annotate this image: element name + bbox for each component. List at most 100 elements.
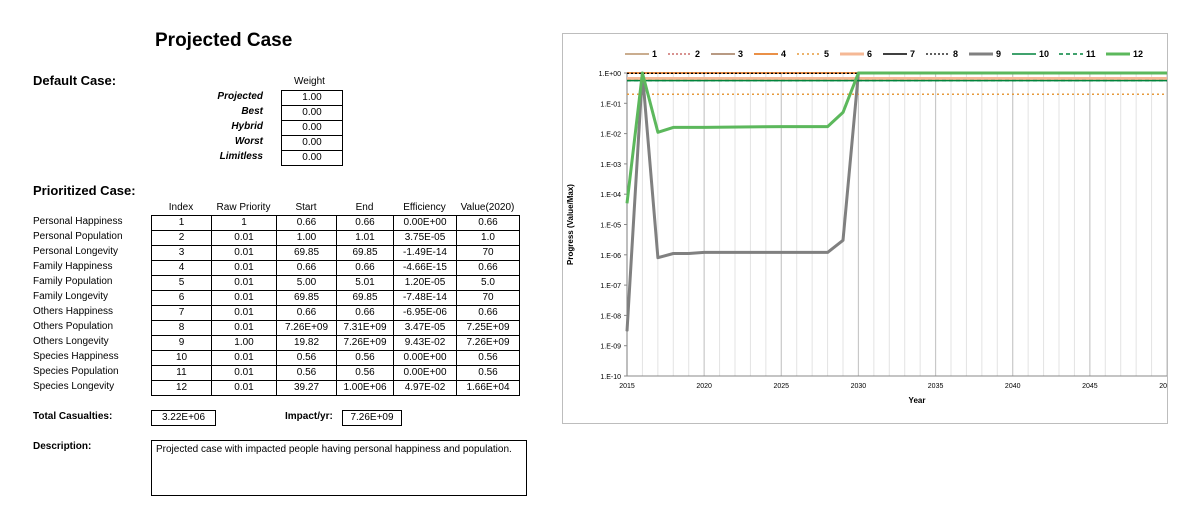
impact-value: 7.26E+09 bbox=[342, 410, 402, 426]
weight-row: 0.00 bbox=[281, 105, 343, 121]
table-cell: 3.47E-05 bbox=[393, 320, 457, 336]
table-cell: 0.66 bbox=[456, 215, 520, 231]
table-cell: 0.66 bbox=[456, 305, 520, 321]
table-cell: 70 bbox=[456, 290, 520, 306]
column-header: Efficiency bbox=[403, 202, 446, 213]
weight-row-label: Hybrid bbox=[231, 121, 263, 132]
legend-label: 4 bbox=[781, 49, 786, 59]
column-header: Index bbox=[168, 202, 194, 213]
description-box: Projected case with impacted people havi… bbox=[151, 440, 527, 496]
weight-row: 0.00 bbox=[281, 120, 343, 136]
legend-label: 3 bbox=[738, 49, 743, 59]
table-cell: 0.66 bbox=[276, 260, 337, 276]
table-cell: 5.0 bbox=[456, 275, 520, 291]
weight-table: 1.00 0.00 0.00 0.00 0.00 bbox=[281, 90, 343, 166]
weight-header: Weight bbox=[294, 76, 325, 87]
page-title: Projected Case bbox=[155, 30, 293, 51]
table-row: 10 0.01 0.56 0.56 0.00E+00 0.56 bbox=[151, 350, 520, 366]
row-label: Family Longevity bbox=[33, 291, 109, 302]
description-label: Description: bbox=[33, 441, 92, 452]
table-cell: 0.00E+00 bbox=[393, 350, 457, 366]
table-cell: 1 bbox=[151, 215, 212, 231]
row-label: Species Longevity bbox=[33, 381, 115, 392]
legend-label: 8 bbox=[953, 49, 958, 59]
row-label: Personal Population bbox=[33, 231, 123, 242]
table-cell: 1.00 bbox=[211, 335, 277, 351]
table-cell: 0.01 bbox=[211, 290, 277, 306]
table-row: 7 0.01 0.66 0.66 -6.95E-06 0.66 bbox=[151, 305, 520, 321]
table-cell: 0.56 bbox=[456, 350, 520, 366]
x-tick-label: 2035 bbox=[928, 383, 944, 390]
table-cell: 6 bbox=[151, 290, 212, 306]
table-row: 9 1.00 19.82 7.26E+09 9.43E-02 7.26E+09 bbox=[151, 335, 520, 351]
weight-row-label: Limitless bbox=[219, 151, 263, 162]
x-tick-label: 2030 bbox=[851, 383, 867, 390]
table-cell: 1 bbox=[211, 215, 277, 231]
table-cell: 9.43E-02 bbox=[393, 335, 457, 351]
table-cell: 70 bbox=[456, 245, 520, 261]
weight-value: 0.00 bbox=[281, 135, 343, 151]
table-cell: 8 bbox=[151, 320, 212, 336]
column-header: Raw Priority bbox=[216, 202, 271, 213]
table-cell: 0.56 bbox=[456, 365, 520, 381]
y-tick-label: 1.E-06 bbox=[600, 253, 621, 260]
y-tick-label: 1.E-04 bbox=[600, 192, 621, 199]
table-row: 11 0.01 0.56 0.56 0.00E+00 0.56 bbox=[151, 365, 520, 381]
y-tick-label: 1.E-10 bbox=[600, 374, 621, 381]
table-cell: 7.31E+09 bbox=[336, 320, 394, 336]
table-cell: 69.85 bbox=[336, 245, 394, 261]
table-cell: 7.25E+09 bbox=[456, 320, 520, 336]
table-cell: 1.00 bbox=[276, 230, 337, 246]
table-cell: 0.01 bbox=[211, 380, 277, 396]
table-cell: 0.66 bbox=[456, 260, 520, 276]
row-label: Others Population bbox=[33, 321, 114, 332]
row-label: Species Happiness bbox=[33, 351, 119, 362]
table-cell: -1.49E-14 bbox=[393, 245, 457, 261]
table-cell: 0.00E+00 bbox=[393, 365, 457, 381]
row-label: Family Population bbox=[33, 276, 113, 287]
legend-label: 12 bbox=[1133, 49, 1143, 59]
table-cell: 0.66 bbox=[336, 260, 394, 276]
progress-chart: 1.E+00 1.E-01 1.E-02 1.E-03 1.E-04 1.E-05 1.E-… bbox=[566, 49, 1175, 405]
total-casualties-label: Total Casualties: bbox=[33, 411, 113, 422]
legend-label: 7 bbox=[910, 49, 915, 59]
table-cell: 1.66E+04 bbox=[456, 380, 520, 396]
table-cell: 10 bbox=[151, 350, 212, 366]
table-cell: 1.0 bbox=[456, 230, 520, 246]
legend-label: 9 bbox=[996, 49, 1001, 59]
table-cell: 7.26E+09 bbox=[456, 335, 520, 351]
table-cell: -7.48E-14 bbox=[393, 290, 457, 306]
legend-label: 6 bbox=[867, 49, 872, 59]
y-tick-label: 1.E-01 bbox=[600, 101, 621, 108]
table-cell: 0.56 bbox=[276, 365, 337, 381]
y-tick-label: 1.E-02 bbox=[600, 132, 621, 139]
table-row: 3 0.01 69.85 69.85 -1.49E-14 70 bbox=[151, 245, 520, 261]
row-label: Personal Longevity bbox=[33, 246, 119, 257]
table-cell: 7.26E+09 bbox=[336, 335, 394, 351]
table-cell: 4 bbox=[151, 260, 212, 276]
row-label: Personal Happiness bbox=[33, 216, 123, 227]
y-tick-label: 1.E+00 bbox=[599, 71, 621, 78]
chart-frame: 1.E+00 1.E-01 1.E-02 1.E-03 1.E-04 1.E-05 1.E-… bbox=[562, 33, 1175, 424]
y-tick-label: 1.E-03 bbox=[600, 162, 621, 169]
prioritized-table: 1 1 0.66 0.66 0.00E+00 0.66 2 0.01 1.00 1.01 3.75E… bbox=[151, 215, 520, 396]
y-axis-label: Progress (Value/Max) bbox=[566, 184, 575, 265]
y-tick-label: 1.E-08 bbox=[600, 313, 621, 320]
table-row: 12 0.01 39.27 1.00E+06 4.97E-02 1.66E+04 bbox=[151, 380, 520, 396]
table-row: 8 0.01 7.26E+09 7.31E+09 3.47E-05 7.25E+09 bbox=[151, 320, 520, 336]
table-cell: 0.01 bbox=[211, 230, 277, 246]
table-row: 1 1 0.66 0.66 0.00E+00 0.66 bbox=[151, 215, 520, 231]
y-tick-label: 1.E-05 bbox=[600, 223, 621, 230]
table-cell: -4.66E-15 bbox=[393, 260, 457, 276]
table-cell: 39.27 bbox=[276, 380, 337, 396]
column-header: Start bbox=[295, 202, 317, 213]
total-casualties-value: 3.22E+06 bbox=[151, 410, 216, 426]
table-row: 6 0.01 69.85 69.85 -7.48E-14 70 bbox=[151, 290, 520, 306]
table-cell: 0.56 bbox=[336, 365, 394, 381]
table-cell: 3 bbox=[151, 245, 212, 261]
table-cell: 0.01 bbox=[211, 305, 277, 321]
weight-row: 0.00 bbox=[281, 150, 343, 166]
table-cell: 0.66 bbox=[276, 305, 337, 321]
table-cell: 1.20E-05 bbox=[393, 275, 457, 291]
table-cell: 0.66 bbox=[336, 305, 394, 321]
